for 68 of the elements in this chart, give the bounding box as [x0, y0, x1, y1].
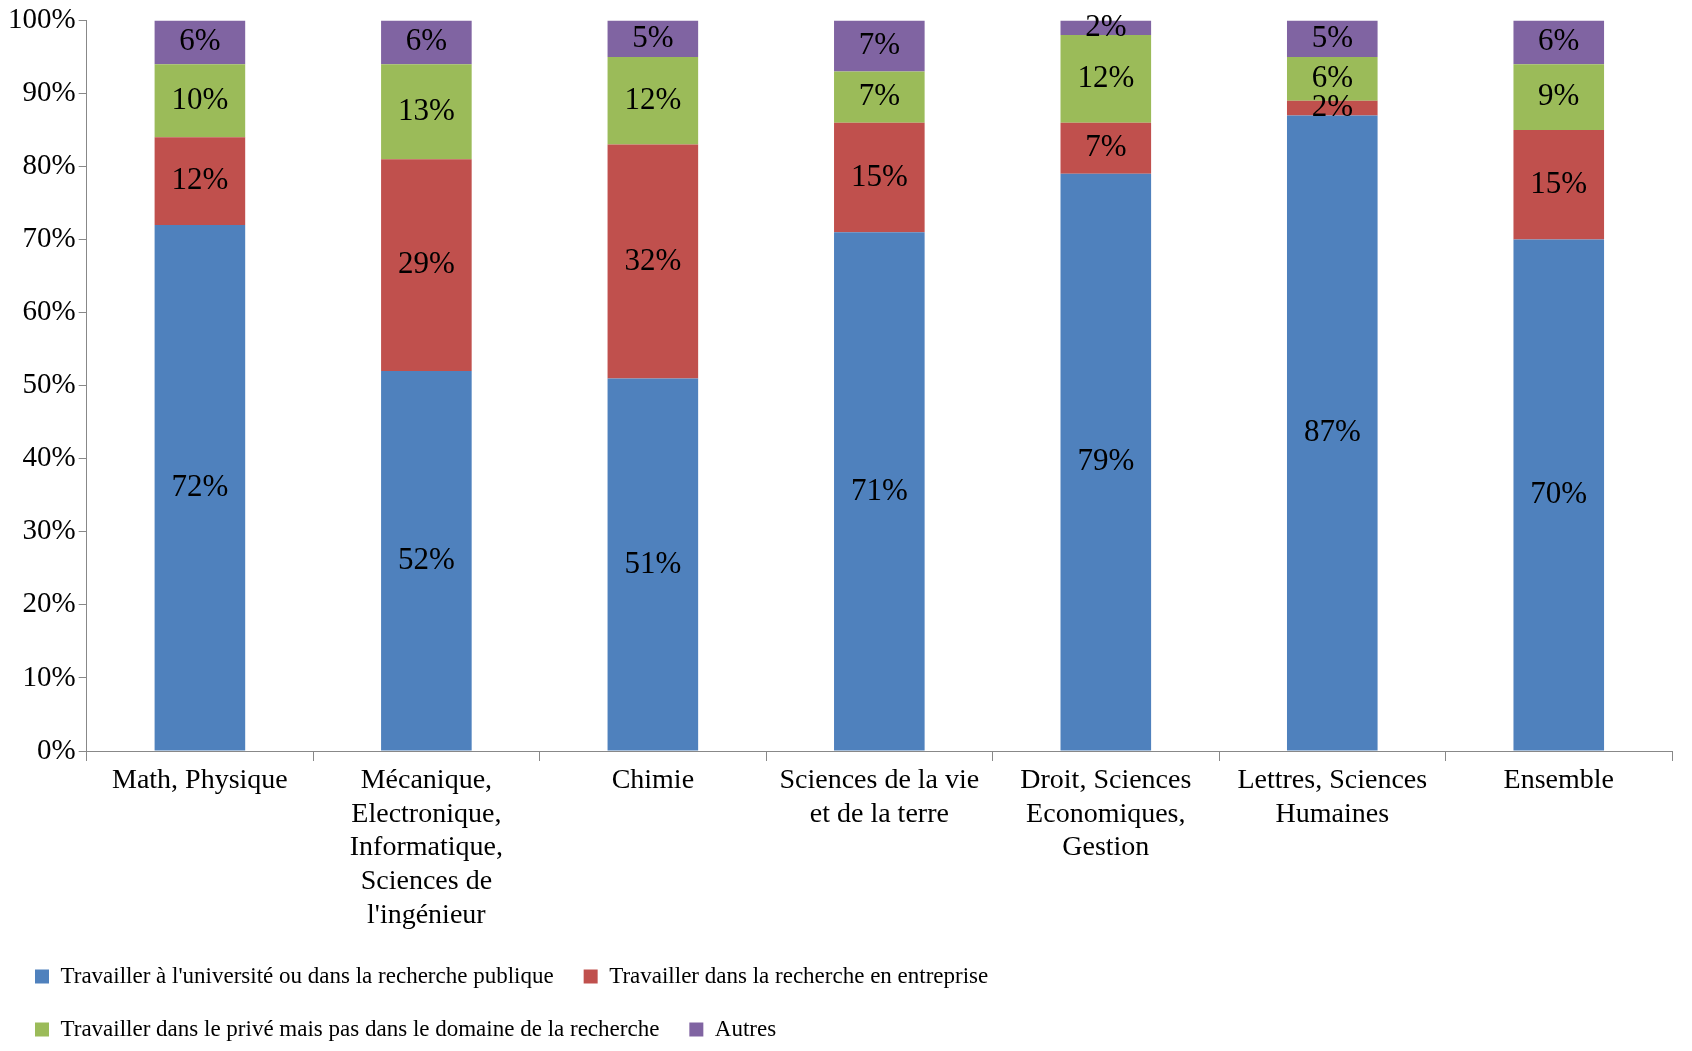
bar — [1060, 35, 1152, 123]
y-tick-label: 30% — [22, 513, 76, 546]
bar — [381, 159, 472, 372]
legend-label: Autres — [714, 1015, 777, 1041]
bar — [154, 224, 246, 751]
data-label: 6% — [405, 22, 448, 58]
data-label: 7% — [858, 26, 900, 62]
bar — [834, 122, 925, 233]
data-label: 6% — [1311, 58, 1353, 94]
data-label: 15% — [1530, 164, 1588, 200]
data-label: 29% — [397, 245, 455, 281]
y-tick-label: 60% — [22, 294, 76, 327]
data-label: 12% — [171, 161, 229, 197]
x-tick-label: Chimie — [611, 763, 695, 795]
data-label: 51% — [624, 544, 682, 580]
data-label: 15% — [850, 157, 908, 193]
data-label: 5% — [632, 18, 674, 54]
data-label: 87% — [1303, 413, 1361, 449]
bar — [1060, 173, 1152, 751]
bar — [607, 56, 699, 145]
data-label: 12% — [1077, 58, 1135, 94]
data-label: 13% — [397, 91, 455, 127]
bar — [834, 232, 925, 751]
bar — [1513, 239, 1605, 751]
legend-label: Travailler dans la recherche en entreprise — [609, 962, 989, 988]
bar — [1060, 122, 1152, 174]
y-tick-label: 50% — [22, 367, 76, 400]
data-label: 79% — [1077, 442, 1135, 478]
bar — [1286, 115, 1378, 751]
bar — [381, 371, 472, 751]
bar — [154, 64, 246, 138]
data-label: 12% — [624, 80, 682, 116]
bar — [834, 71, 925, 123]
x-tick-label: Ensemble — [1503, 763, 1614, 795]
data-label: 7% — [1085, 128, 1127, 164]
legend-label: Travailler dans le privé mais pas dans le domaine de la recherche — [60, 1015, 660, 1041]
bar — [834, 20, 925, 72]
data-label: 6% — [179, 22, 221, 58]
bar — [1513, 129, 1605, 240]
y-tick-label: 70% — [22, 221, 76, 254]
y-tick-label: 10% — [22, 659, 76, 692]
data-label: 71% — [850, 471, 908, 507]
x-tick-label: Mécanique, Electronique, Informatique, Sciences de l'ingénieur — [349, 763, 503, 929]
data-label: 52% — [397, 540, 455, 576]
data-label: 5% — [1311, 18, 1353, 54]
data-label: 70% — [1530, 475, 1588, 511]
y-tick-label: 20% — [22, 586, 76, 619]
bar — [154, 137, 246, 225]
bar — [381, 64, 472, 160]
y-tick-label: 100% — [7, 2, 76, 35]
y-tick-label: 40% — [22, 440, 76, 473]
data-label: 6% — [1538, 22, 1580, 58]
x-tick-label: Math, Physique — [112, 763, 288, 795]
x-tick-label: Sciences de la vie et de la terre — [779, 763, 980, 828]
data-label: 10% — [171, 80, 229, 116]
legend-label: Travailler à l'université ou dans la recherche publique — [60, 962, 554, 988]
y-tick-label: 90% — [22, 75, 76, 108]
y-tick-label: 80% — [22, 148, 76, 181]
y-tick-label: 0% — [36, 732, 76, 765]
x-tick-label: Droit, Sciences Economiques, Gestion — [1020, 763, 1192, 862]
data-label: 7% — [858, 77, 900, 113]
bar — [607, 378, 699, 751]
bar — [1513, 64, 1605, 130]
data-label: 32% — [624, 241, 682, 277]
bar — [607, 144, 699, 379]
data-label: 9% — [1538, 77, 1580, 113]
x-tick-label: Lettres, Sciences Humaines — [1237, 763, 1428, 828]
data-label: 72% — [171, 467, 229, 503]
